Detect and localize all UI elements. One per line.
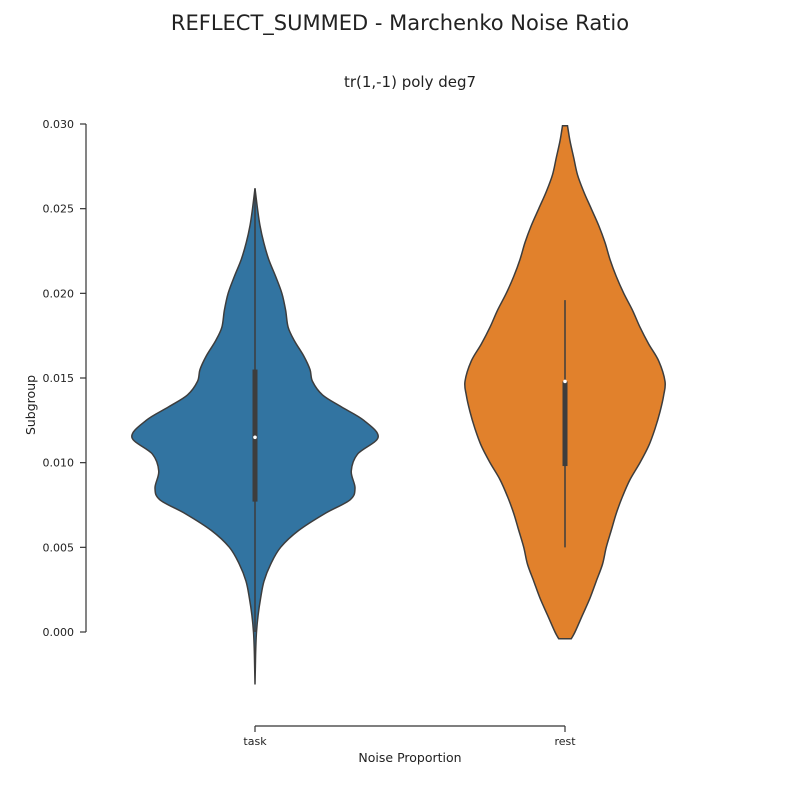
x-axis-label: Noise Proportion	[358, 750, 461, 765]
x-tick-label: rest	[554, 735, 576, 748]
x-tick-label: task	[243, 735, 267, 748]
violin-iqr-box-rest	[562, 381, 568, 467]
y-tick-label: 0.015	[43, 372, 75, 385]
violin-series	[131, 124, 667, 685]
y-tick-label: 0.020	[43, 287, 75, 300]
violin-rest	[463, 124, 667, 640]
y-tick-label: 0.025	[43, 203, 75, 216]
y-tick-label: 0.005	[43, 541, 75, 554]
y-tick-label: 0.000	[43, 626, 75, 639]
y-axis-label: Subgroup	[23, 375, 38, 435]
x-axis: task rest	[243, 725, 576, 748]
violin-task	[131, 188, 379, 685]
violin-median-task	[253, 435, 257, 440]
chart-subtitle: tr(1,-1) poly deg7	[343, 73, 477, 91]
y-tick-label: 0.010	[43, 457, 75, 470]
figure-suptitle: REFLECT_SUMMED - Marchenko Noise Ratio	[170, 11, 630, 35]
violin-median-rest	[563, 379, 567, 384]
y-axis: 0.000 0.005 0.010 0.015 0.020 0.025 0.030	[43, 118, 87, 639]
y-tick-label: 0.030	[43, 118, 75, 131]
